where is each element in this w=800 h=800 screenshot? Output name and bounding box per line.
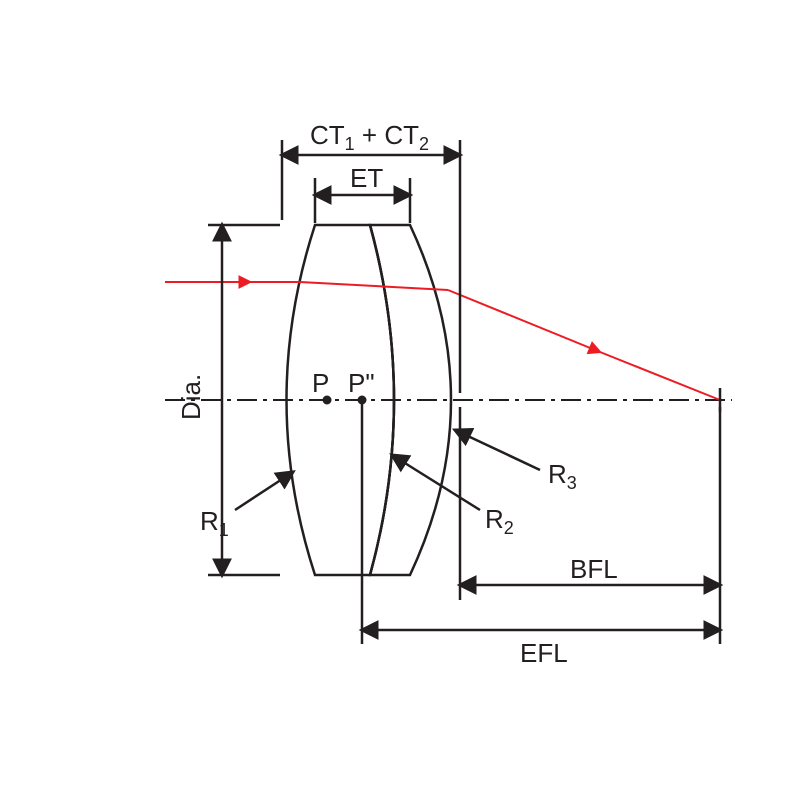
- label-r1: R1: [200, 506, 229, 540]
- label-bfl: BFL: [570, 554, 618, 584]
- label-p: P: [312, 368, 329, 398]
- lens-diagram: Dia. CT1 + CT2 ET P P" R1 R2: [0, 0, 800, 800]
- dim-et: ET: [315, 163, 410, 223]
- label-r2: R2: [485, 504, 514, 538]
- leader-r3: R3: [455, 430, 577, 493]
- dim-ct: CT1 + CT2: [282, 120, 460, 393]
- label-et: ET: [350, 163, 383, 193]
- leader-r2: R2: [392, 455, 514, 538]
- label-efl: EFL: [520, 638, 568, 668]
- principal-points: P P": [312, 368, 375, 644]
- label-r3: R3: [548, 459, 577, 493]
- leader-r1: R1: [200, 472, 293, 540]
- dim-efl: EFL: [362, 630, 720, 668]
- label-p2: P": [348, 368, 375, 398]
- label-dia: Dia.: [176, 374, 206, 420]
- label-ct: CT1 + CT2: [310, 120, 429, 154]
- ray: [165, 282, 720, 400]
